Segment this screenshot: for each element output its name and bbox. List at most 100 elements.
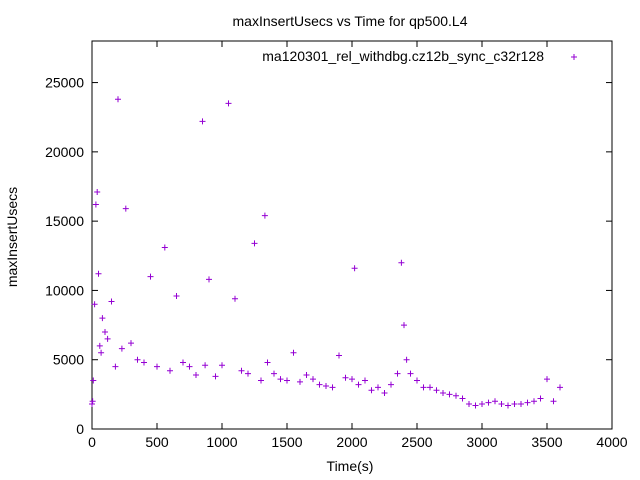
data-point bbox=[537, 395, 544, 402]
data-point bbox=[115, 96, 121, 103]
data-point bbox=[297, 378, 303, 385]
data-point bbox=[128, 340, 134, 347]
data-points bbox=[89, 96, 563, 409]
data-point bbox=[251, 240, 258, 247]
chart-title: maxInsertUsecs vs Time for qp500.L4 bbox=[233, 13, 468, 29]
data-point bbox=[310, 376, 316, 383]
data-point bbox=[290, 349, 297, 356]
data-point bbox=[550, 398, 557, 405]
data-point bbox=[212, 373, 219, 380]
data-point bbox=[362, 377, 368, 384]
data-point bbox=[91, 301, 98, 308]
axis-ticks: 0 500 1000 1500 2000 2500 3000 3500 4000 0 5000 100… bbox=[45, 41, 628, 450]
data-point bbox=[202, 362, 209, 369]
data-point bbox=[261, 212, 268, 219]
data-point bbox=[453, 392, 459, 399]
data-point bbox=[329, 384, 336, 391]
data-point bbox=[472, 402, 479, 409]
x-tick-label: 1500 bbox=[271, 434, 302, 450]
data-point bbox=[303, 371, 310, 378]
data-point bbox=[433, 387, 440, 394]
x-tick-label: 3000 bbox=[466, 434, 497, 450]
y-tick-label: 10000 bbox=[45, 282, 84, 298]
data-point bbox=[375, 384, 381, 391]
data-point bbox=[381, 389, 388, 396]
data-point bbox=[271, 370, 277, 377]
data-point bbox=[398, 259, 405, 266]
data-point bbox=[219, 362, 225, 369]
data-point bbox=[134, 356, 141, 363]
data-point bbox=[403, 356, 410, 363]
data-point bbox=[498, 401, 505, 408]
data-point bbox=[407, 370, 414, 377]
data-point bbox=[89, 401, 95, 408]
data-point bbox=[459, 395, 466, 402]
y-tick-label: 5000 bbox=[53, 352, 84, 368]
data-point bbox=[98, 349, 105, 356]
data-point bbox=[238, 367, 245, 374]
data-point bbox=[394, 370, 401, 377]
data-point bbox=[96, 342, 103, 349]
data-point bbox=[173, 292, 180, 299]
data-point bbox=[193, 371, 199, 378]
y-tick-label: 20000 bbox=[45, 144, 84, 160]
data-point bbox=[446, 391, 453, 398]
data-point bbox=[323, 383, 329, 390]
x-tick-label: 2500 bbox=[401, 434, 432, 450]
data-point bbox=[414, 377, 420, 384]
data-point bbox=[161, 244, 168, 251]
data-point bbox=[167, 367, 173, 374]
data-point bbox=[258, 377, 264, 384]
data-point bbox=[89, 398, 96, 405]
data-point bbox=[557, 384, 563, 391]
data-point bbox=[511, 401, 518, 408]
data-point bbox=[245, 370, 251, 377]
data-point bbox=[90, 377, 97, 384]
data-point bbox=[531, 398, 537, 405]
data-point bbox=[112, 363, 119, 370]
data-point bbox=[349, 376, 355, 383]
data-point bbox=[420, 384, 427, 391]
data-point bbox=[351, 265, 358, 272]
data-point bbox=[186, 363, 193, 370]
data-point bbox=[492, 398, 498, 405]
data-point bbox=[206, 276, 212, 283]
data-point bbox=[505, 402, 511, 409]
data-point bbox=[118, 345, 125, 352]
x-tick-label: 0 bbox=[88, 434, 96, 450]
legend-marker bbox=[571, 54, 577, 60]
data-point bbox=[225, 100, 232, 107]
data-point bbox=[518, 401, 524, 408]
legend-marker-symbol bbox=[571, 54, 577, 60]
data-point bbox=[102, 329, 108, 335]
data-point bbox=[147, 273, 154, 280]
x-tick-label: 2000 bbox=[336, 434, 367, 450]
data-point bbox=[232, 295, 238, 302]
data-point bbox=[336, 352, 342, 359]
data-point bbox=[440, 389, 446, 396]
data-point bbox=[368, 387, 375, 394]
data-point bbox=[466, 401, 472, 408]
x-tick-label: 3500 bbox=[531, 434, 562, 450]
y-axis-label: maxInsertUsecs bbox=[4, 187, 20, 287]
data-point bbox=[284, 377, 290, 384]
data-point bbox=[99, 315, 106, 322]
x-tick-label: 500 bbox=[145, 434, 169, 450]
data-point bbox=[544, 376, 550, 383]
data-point bbox=[122, 205, 129, 212]
data-point bbox=[524, 399, 531, 406]
data-point bbox=[342, 374, 349, 381]
data-point bbox=[264, 359, 271, 366]
data-point bbox=[180, 359, 186, 366]
legend-label: ma120301_rel_withdbg.cz12b_sync_c32r128 bbox=[262, 48, 544, 64]
data-point bbox=[401, 322, 407, 329]
y-tick-label: 15000 bbox=[45, 213, 84, 229]
data-point bbox=[154, 363, 160, 370]
x-tick-label: 1000 bbox=[206, 434, 237, 450]
data-point bbox=[104, 335, 111, 342]
data-point bbox=[316, 381, 323, 388]
y-tick-label: 25000 bbox=[45, 75, 84, 91]
data-point bbox=[277, 376, 284, 383]
x-tick-label: 4000 bbox=[596, 434, 627, 450]
